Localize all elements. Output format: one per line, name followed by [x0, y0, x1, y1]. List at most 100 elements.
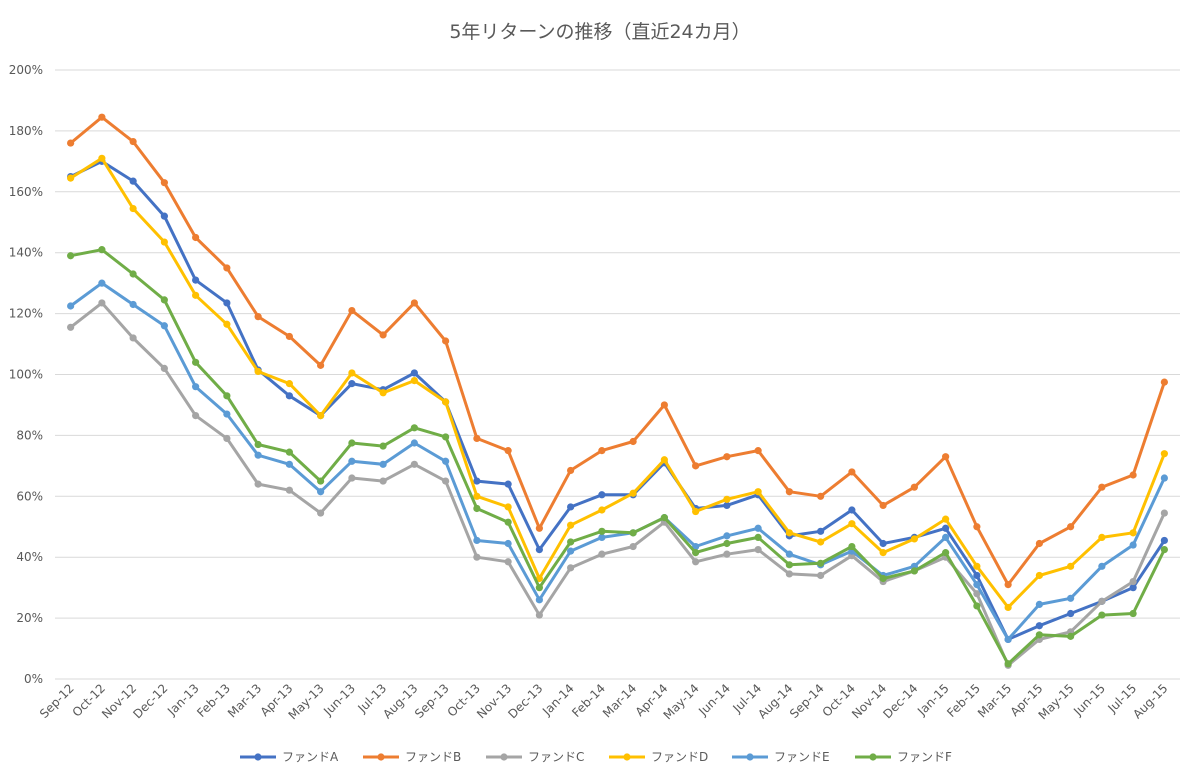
- series-c: [67, 299, 1168, 669]
- x-tick-label: Feb-14: [569, 681, 608, 720]
- legend-swatch-marker: [500, 753, 508, 761]
- data-point: [160, 212, 168, 220]
- data-point: [598, 550, 606, 558]
- data-point: [1004, 635, 1012, 644]
- x-axis-ticks: Sep-12Oct-12Nov-12Dec-12Jan-13Feb-13Mar-…: [37, 681, 1171, 722]
- data-point: [1160, 509, 1168, 517]
- data-point: [254, 313, 262, 321]
- legend-label: ファンドC: [528, 750, 584, 764]
- data-point: [723, 550, 731, 558]
- y-tick-label: 0%: [24, 672, 43, 686]
- y-tick-label: 140%: [9, 246, 43, 260]
- data-point: [692, 507, 700, 516]
- legend-item: ファンドE: [732, 750, 830, 764]
- data-point: [629, 489, 637, 497]
- data-point: [723, 539, 731, 548]
- chart-title: 5年リターンの推移（直近24カ月）: [449, 21, 750, 43]
- data-point: [567, 538, 575, 546]
- y-axis-ticks: 0% 20% 40% 60% 80% 100% 120% 140% 160% 180% 200%: [9, 63, 43, 686]
- x-tick-label: Mar-14: [600, 681, 639, 720]
- data-point: [129, 300, 137, 309]
- data-point: [317, 477, 325, 485]
- data-point: [223, 299, 231, 307]
- y-tick-label: 80%: [16, 428, 43, 442]
- data-point: [285, 380, 293, 388]
- data-point: [192, 383, 200, 391]
- legend-label: ファンドB: [405, 750, 461, 764]
- data-point: [192, 233, 200, 242]
- data-point: [160, 238, 168, 246]
- data-point: [473, 504, 481, 513]
- data-point: [817, 571, 825, 580]
- data-point: [410, 376, 418, 385]
- data-point: [98, 279, 106, 287]
- data-point: [348, 380, 356, 388]
- data-point: [129, 270, 137, 278]
- data-point: [348, 474, 356, 482]
- data-point: [1129, 471, 1137, 479]
- data-point: [1098, 533, 1106, 542]
- data-point: [254, 440, 262, 449]
- series-line: [69, 156, 1166, 609]
- data-point: [879, 574, 887, 583]
- data-point: [67, 252, 75, 260]
- data-point: [1160, 545, 1168, 554]
- data-point: [98, 246, 106, 254]
- data-point: [379, 442, 387, 450]
- data-point: [785, 570, 793, 578]
- legend-item: ファンドC: [486, 750, 584, 764]
- data-point: [504, 480, 512, 488]
- legend-swatch-marker: [254, 753, 262, 761]
- y-tick-label: 40%: [16, 550, 43, 564]
- data-point: [504, 558, 512, 566]
- data-point: [473, 536, 481, 545]
- x-tick-label: Mar-15: [975, 681, 1014, 720]
- data-point: [692, 558, 700, 566]
- x-tick-label: Sep-12: [37, 681, 77, 721]
- data-point: [317, 412, 325, 420]
- data-point: [1129, 541, 1137, 549]
- data-point: [223, 320, 231, 328]
- data-point: [67, 323, 75, 331]
- data-point: [848, 542, 856, 551]
- y-tick-label: 200%: [9, 63, 43, 77]
- data-point: [598, 533, 606, 542]
- data-point: [442, 477, 450, 485]
- data-point: [160, 296, 168, 304]
- data-point: [504, 503, 512, 511]
- x-tick-label: Dec-14: [880, 681, 920, 721]
- data-point: [660, 456, 668, 464]
- x-tick-label: Dec-12: [130, 681, 170, 721]
- data-point: [1160, 474, 1168, 482]
- data-point: [754, 545, 762, 554]
- legend-label: ファンドD: [651, 750, 708, 764]
- data-point: [129, 334, 137, 342]
- x-tick-label: Jun-13: [320, 681, 358, 719]
- data-point: [629, 437, 637, 446]
- data-point: [410, 460, 418, 468]
- legend-item: ファンドA: [240, 750, 339, 764]
- data-point: [942, 549, 950, 557]
- y-tick-label: 160%: [9, 185, 43, 199]
- data-point: [504, 518, 512, 526]
- data-point: [817, 492, 825, 500]
- series-a: [67, 157, 1168, 644]
- data-point: [129, 177, 137, 185]
- data-point: [379, 460, 387, 468]
- x-tick-label: Sep-13: [412, 681, 452, 721]
- data-point: [1004, 581, 1012, 589]
- series-f: [67, 246, 1168, 668]
- data-point: [160, 322, 168, 330]
- data-point: [473, 434, 481, 443]
- legend-label: ファンドF: [897, 750, 952, 764]
- data-point: [879, 501, 887, 510]
- data-point: [317, 488, 325, 496]
- y-tick-label: 100%: [9, 368, 43, 382]
- data-point: [192, 412, 200, 420]
- data-point: [504, 539, 512, 548]
- data-point: [1098, 483, 1106, 491]
- data-point: [1129, 609, 1137, 618]
- data-point: [223, 410, 231, 418]
- legend-label: ファンドE: [774, 750, 830, 764]
- x-tick-label: Mar-13: [225, 681, 264, 720]
